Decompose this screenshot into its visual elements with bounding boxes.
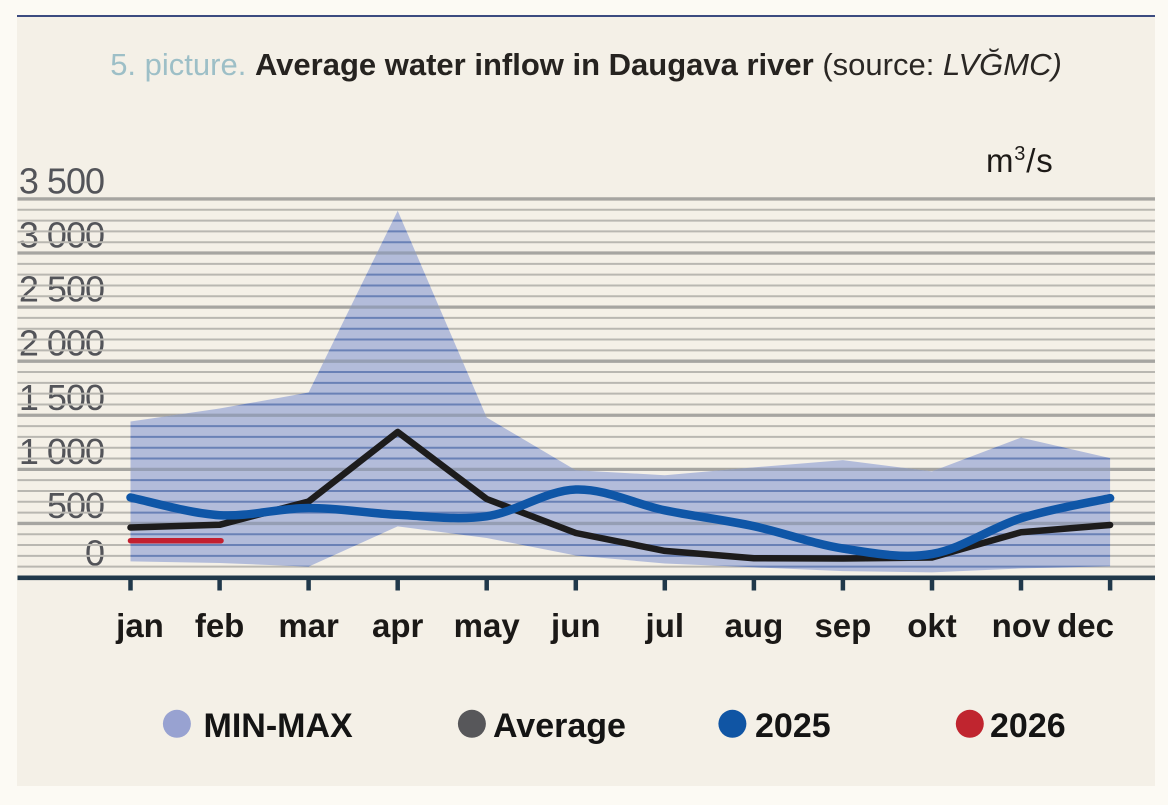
svg-text:dec: dec bbox=[1057, 607, 1114, 644]
svg-text:may: may bbox=[454, 607, 521, 644]
svg-text:0: 0 bbox=[85, 533, 104, 574]
svg-text:okt: okt bbox=[907, 607, 957, 644]
svg-text:mar: mar bbox=[278, 607, 339, 644]
svg-text:Average: Average bbox=[493, 707, 626, 745]
svg-text:apr: apr bbox=[372, 607, 424, 644]
svg-text:nov: nov bbox=[992, 607, 1051, 644]
svg-text:jul: jul bbox=[645, 607, 685, 644]
svg-text:aug: aug bbox=[725, 607, 784, 644]
svg-text:sep: sep bbox=[814, 607, 871, 644]
svg-text:2026: 2026 bbox=[990, 707, 1066, 745]
svg-text:2025: 2025 bbox=[755, 707, 831, 745]
svg-text:3 500: 3 500 bbox=[19, 161, 104, 202]
svg-text:jan: jan bbox=[115, 607, 164, 644]
svg-text:jun: jun bbox=[550, 607, 600, 644]
svg-text:feb: feb bbox=[195, 607, 245, 644]
svg-text:MIN-MAX: MIN-MAX bbox=[204, 707, 354, 745]
